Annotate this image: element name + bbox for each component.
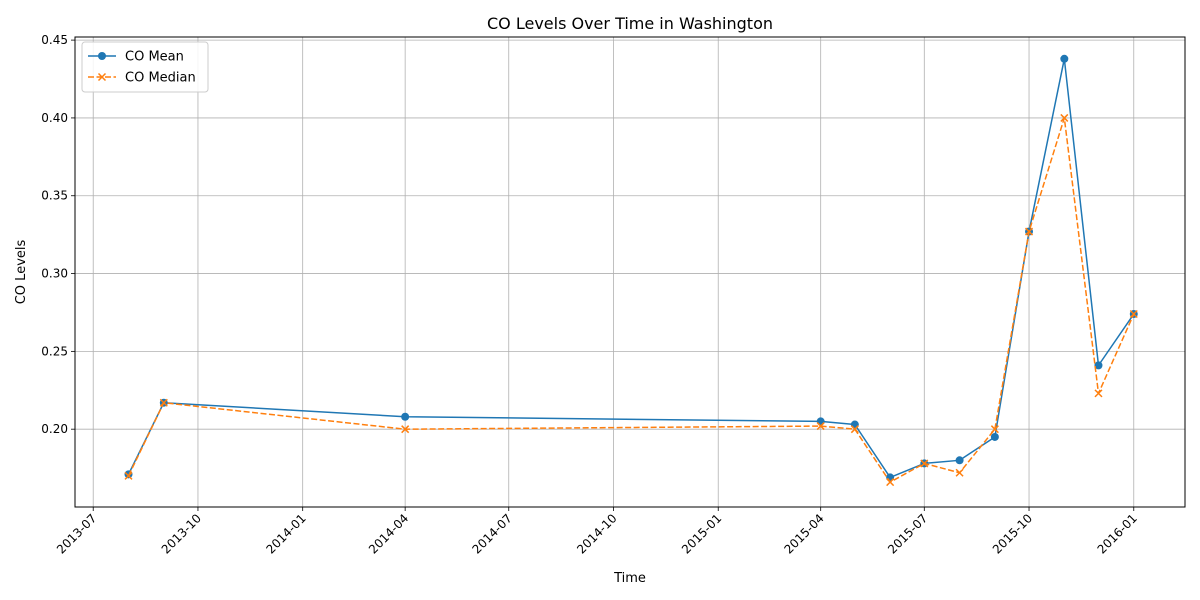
x-tick-label: 2014-04: [366, 511, 411, 556]
series-1: [124, 113, 1138, 487]
x-tick-label: 2014-10: [574, 511, 619, 556]
x-tick-label: 2013-07: [54, 511, 99, 556]
chart-title: CO Levels Over Time in Washington: [487, 14, 773, 33]
series-layer: [124, 54, 1138, 487]
legend-entries: CO Mean CO Median: [88, 50, 196, 86]
legend-entry: CO Median: [88, 71, 196, 86]
legend-label: CO Mean: [125, 50, 184, 65]
series-line: [127, 117, 1135, 483]
data-point: [886, 478, 895, 487]
data-point: [1094, 389, 1103, 398]
data-point: [850, 425, 859, 434]
data-point: [401, 412, 410, 421]
x-tick-label: 2014-07: [470, 511, 515, 556]
y-tick-label: 0.35: [41, 189, 68, 203]
x-tick-label: 2015-10: [990, 511, 1035, 556]
data-point: [159, 398, 168, 407]
x-axis-label: Time: [613, 571, 646, 586]
legend: CO Mean CO Median: [81, 41, 209, 93]
x-tick-label: 2013-10: [159, 511, 204, 556]
y-tick-label: 0.40: [41, 111, 68, 125]
y-axis-ticks: 0.20 0.25 0.30 0.35 0.40 0.45: [41, 33, 75, 436]
series-0: [124, 54, 1138, 482]
data-point: [990, 432, 999, 441]
data-point: [1094, 361, 1103, 370]
legend-box: [81, 41, 209, 93]
x-tick-label: 2014-01: [263, 511, 308, 556]
data-point: [920, 459, 929, 468]
y-axis-label: CO Levels: [14, 240, 29, 305]
legend-marker: [97, 72, 107, 82]
y-tick-label: 0.45: [41, 33, 68, 47]
data-point: [1024, 227, 1034, 236]
legend-label: CO Median: [125, 71, 196, 86]
data-point: [1060, 54, 1069, 63]
x-tick-label: 2015-01: [679, 511, 724, 556]
data-point: [955, 468, 964, 477]
y-tick-label: 0.20: [41, 422, 68, 436]
series-line: [127, 58, 1135, 479]
data-point: [955, 456, 964, 465]
data-point: [990, 425, 999, 434]
data-point: [1060, 113, 1069, 122]
data-point: [816, 422, 825, 431]
legend-marker: [98, 52, 106, 60]
plot-area-frame: [74, 36, 1186, 508]
data-point: [401, 425, 410, 434]
y-tick-label: 0.25: [41, 344, 68, 358]
x-tick-label: 2016-01: [1095, 511, 1140, 556]
grid-layer: [75, 37, 1185, 507]
x-axis-ticks: 2013-07 2013-10 2014-01 2014-04 2014-07 2014-…: [54, 507, 1140, 557]
data-point: [1129, 309, 1138, 319]
x-tick-label: 2015-07: [885, 511, 930, 556]
x-tick-label: 2015-04: [781, 511, 826, 556]
legend-entry: CO Mean: [88, 50, 184, 65]
y-tick-label: 0.30: [41, 267, 68, 281]
data-point: [124, 471, 133, 480]
